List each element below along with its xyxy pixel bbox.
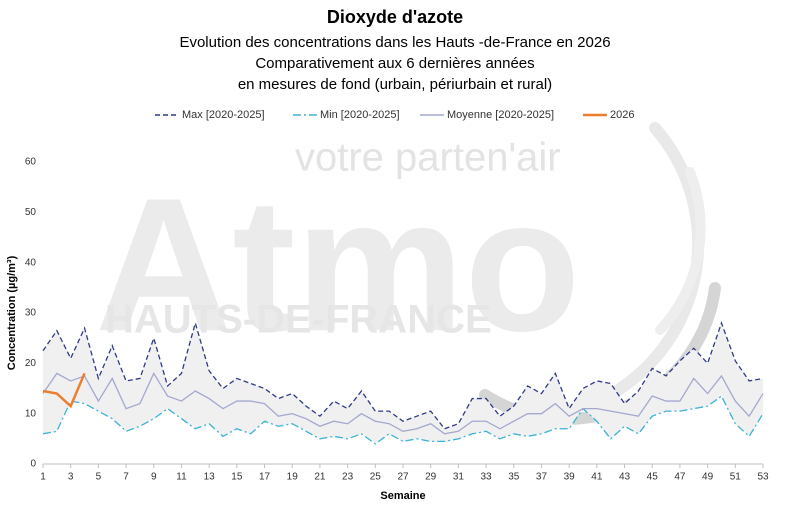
x-tick-label: 45: [647, 472, 659, 483]
range-band: [43, 323, 763, 444]
series-line: [42, 372, 764, 435]
legend-label: Max [2020-2025]: [182, 109, 265, 121]
x-tick-label: 1: [40, 472, 46, 483]
x-tick-label: 27: [397, 472, 409, 483]
y-tick-label: 0: [30, 459, 36, 470]
x-tick-label: 11: [176, 472, 187, 483]
x-axis-label: Semaine: [380, 490, 425, 502]
legend-label: Min [2020-2025]: [320, 109, 400, 121]
y-tick-label: 10: [25, 408, 37, 419]
series-line: [42, 372, 86, 409]
chart-subtitle: Evolution des concentrations dans les Ha…: [179, 34, 610, 51]
x-tick-label: 3: [68, 472, 74, 483]
watermark-tagline: votre parten'air: [295, 136, 561, 180]
x-tick-label: 15: [231, 472, 243, 483]
x-tick-label: 13: [204, 472, 216, 483]
x-tick-label: 17: [259, 472, 271, 483]
y-tick-label: 40: [25, 257, 37, 268]
y-axis-label: Concentration (µg/m³): [6, 255, 18, 370]
x-tick-label: 49: [702, 472, 714, 483]
x-tick-label: 37: [536, 472, 548, 483]
x-tick-label: 33: [481, 472, 493, 483]
legend-label: Moyenne [2020-2025]: [447, 109, 554, 121]
watermark-region: HAUTS-DE-FRANCE: [105, 298, 492, 342]
x-tick-label: 35: [508, 472, 520, 483]
x-tick-label: 7: [123, 472, 129, 483]
x-tick-label: 25: [370, 472, 382, 483]
y-tick-label: 20: [25, 358, 37, 369]
series-line: [42, 320, 764, 430]
y-tick-label: 50: [25, 207, 37, 218]
watermark-logo: Atmo: [95, 159, 580, 371]
legend-label: 2026: [610, 109, 634, 121]
chart-subtitle: en mesures de fond (urbain, périurbain e…: [238, 76, 552, 93]
x-tick-label: 53: [757, 472, 769, 483]
y-tick-label: 60: [25, 157, 37, 168]
series-line: [42, 395, 764, 445]
x-tick-label: 29: [425, 472, 437, 483]
x-tick-label: 31: [453, 472, 465, 483]
x-tick-label: 21: [314, 472, 326, 483]
x-tick-label: 5: [96, 472, 102, 483]
x-tick-label: 51: [730, 472, 742, 483]
chart-title: Dioxyde d'azote: [327, 7, 463, 27]
arc: [655, 167, 706, 335]
x-tick-label: 43: [619, 472, 631, 483]
x-tick-label: 23: [342, 472, 354, 483]
x-tick-label: 47: [674, 472, 686, 483]
x-tick-label: 9: [151, 472, 157, 483]
x-tick-label: 19: [287, 472, 299, 483]
chart-subtitle: Comparativement aux 6 dernières années: [255, 55, 534, 72]
x-tick-label: 41: [591, 472, 603, 483]
x-tick-label: 39: [564, 472, 576, 483]
y-tick-label: 30: [25, 308, 37, 319]
